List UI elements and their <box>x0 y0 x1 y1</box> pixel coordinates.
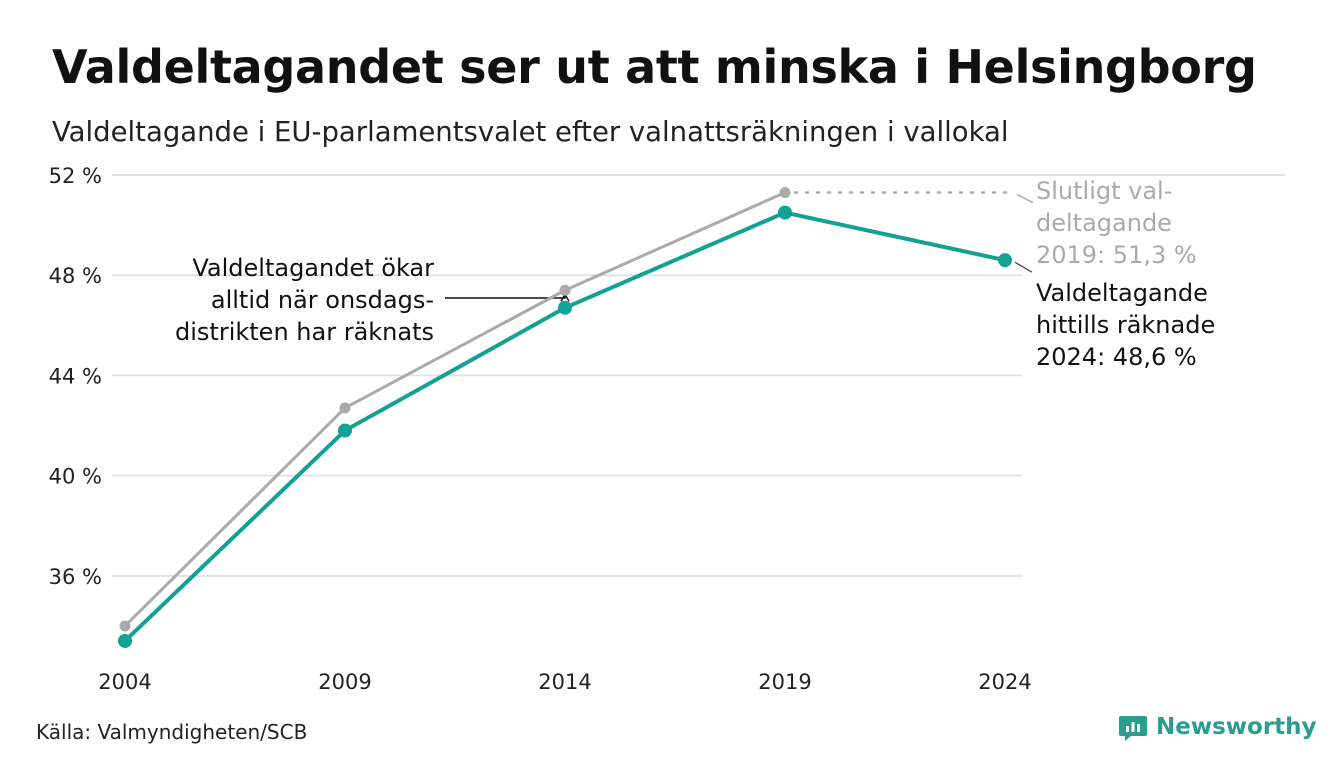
x-tick-label: 2009 <box>318 670 371 694</box>
annotation-line: distrikten har räknats <box>175 318 434 346</box>
x-tick-label: 2024 <box>978 670 1031 694</box>
x-tick-label: 2019 <box>758 670 811 694</box>
data-point <box>998 253 1012 268</box>
y-tick-label: 48 % <box>49 264 102 288</box>
annotation-line: deltagande <box>1036 209 1172 237</box>
annotation-line: 2019: 51,3 % <box>1036 241 1197 269</box>
data-point <box>779 187 791 199</box>
annotation-line: Valdeltagandet ökar <box>192 254 434 282</box>
annotation-election-night-increase: Valdeltagandet ökar alltid när onsdags- … <box>175 252 434 348</box>
annotation-arrow <box>445 296 566 299</box>
x-axis-ticks: 2004 2009 2014 2019 2024 <box>98 670 1031 694</box>
x-tick-label: 2004 <box>98 670 151 694</box>
annotation-line: alltid när onsdags- <box>210 286 434 314</box>
series-line <box>123 191 787 628</box>
connector-tick <box>1014 261 1033 273</box>
data-point <box>339 402 351 414</box>
y-tick-label: 40 % <box>49 465 102 489</box>
y-tick-label: 44 % <box>49 364 102 388</box>
annotation-counted-2024: Valdeltagande hittills räknade 2024: 48,… <box>1036 277 1215 373</box>
y-tick-label: 36 % <box>49 565 102 589</box>
y-axis-ticks: 36 % 40 % 44 % 48 % 52 % <box>49 164 102 589</box>
brand-name: Newsworthy <box>1156 714 1317 740</box>
source-note: Källa: Valmyndigheten/SCB <box>36 720 308 744</box>
series-final <box>119 187 791 632</box>
data-point <box>118 633 132 648</box>
data-point <box>778 205 792 220</box>
y-tick-label: 52 % <box>49 164 102 188</box>
annotation-line: Slutligt val- <box>1036 177 1173 205</box>
data-point <box>559 284 571 296</box>
newsworthy-icon <box>1119 716 1147 741</box>
x-tick-label: 2014 <box>538 670 591 694</box>
series <box>118 187 1012 648</box>
chart-title: Valdeltagandet ser ut att minska i Helsi… <box>52 40 1257 94</box>
data-point <box>558 300 572 315</box>
gridlines <box>112 174 1285 577</box>
annotation-line: 2024: 48,6 % <box>1036 343 1197 371</box>
chart-subtitle: Valdeltagande i EU-parlamentsvalet efter… <box>52 116 1009 148</box>
series-election_night <box>118 205 1012 648</box>
data-point <box>119 620 131 632</box>
brand-logo: Newsworthy <box>1118 712 1317 742</box>
annotation-line: Valdeltagande <box>1036 279 1208 307</box>
data-point <box>338 423 352 438</box>
annotation-final-2019: Slutligt val- deltagande 2019: 51,3 % <box>1036 175 1197 271</box>
annotation-line: hittills räknade <box>1036 311 1216 339</box>
connector-tick <box>1016 193 1034 204</box>
